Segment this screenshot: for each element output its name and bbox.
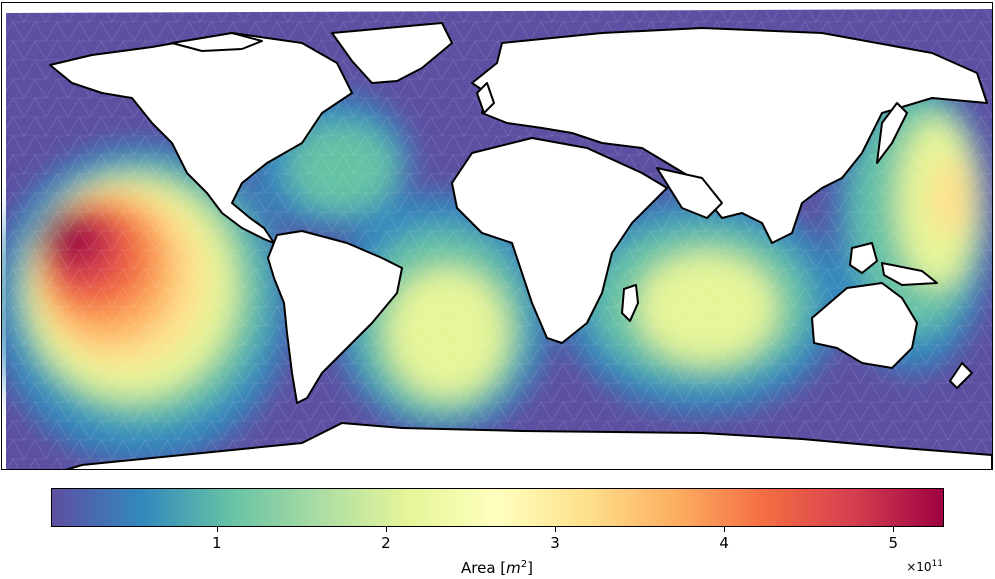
colorbar [51,488,944,527]
colorbar-tick [555,527,556,532]
colorbar-tick-label: 4 [719,534,729,552]
colorbar-tick [893,527,895,532]
land-japan [876,102,908,164]
land [49,22,992,469]
colorbar-multiplier: ×1011 [906,559,943,574]
mesh-map-canvas [2,3,992,469]
colorbar-tick-label: 2 [381,534,391,552]
land-africa [451,137,668,344]
land-australia [811,282,918,369]
land-north-america [49,32,353,244]
land-south-america [267,230,403,404]
land-madagascar [621,284,639,322]
land-arabia [656,167,723,219]
colorbar-tick [216,527,218,532]
colorbar-tick [385,527,387,532]
land-new-guinea [881,262,938,286]
colorbar-label: Area [m2] [461,559,533,577]
land-antarctica [65,422,992,469]
colorbar-tick-label: 5 [888,534,899,552]
ocean-area-map [1,2,993,470]
land-eurasia [471,27,988,244]
colorbar-tick-label: 3 [550,534,560,552]
land-uk [476,82,495,114]
land-canadian-arctic [171,32,263,52]
land-greenland [331,22,453,84]
land-new-zealand [949,362,973,389]
colorbar-tick-label: 1 [211,534,222,552]
land-borneo [849,242,878,274]
colorbar-tick [724,527,726,532]
